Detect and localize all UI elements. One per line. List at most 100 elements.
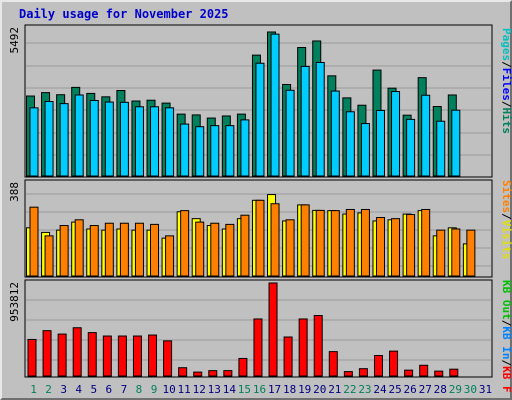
bar-sites-day-23 [360,208,370,277]
day-label: 8 [136,383,143,396]
bar-kbf-day-14 [223,370,233,377]
legend-part: KB F [500,366,512,393]
bar-kbf-day-17 [268,282,278,377]
day-label: 9 [151,383,158,396]
bar-files-day-27 [421,94,431,177]
bar-files-day-12 [195,126,205,177]
legend-part: Pages [500,28,512,61]
bar-kbf-day-12 [193,371,203,377]
legend-part: KB Out [500,280,512,320]
bar-files-day-22 [345,111,355,177]
bar-sites-day-17 [270,203,280,277]
bar-files-day-11 [180,123,190,177]
bar-files-day-25 [391,91,401,177]
bar-kbf-day-6 [102,335,112,377]
bar-sites-day-6 [104,222,114,277]
bar-files-day-4 [74,94,84,177]
day-label: 3 [60,383,67,396]
x-axis-day-labels: 1 2 3 4 5 6 7 8 9 10 11 12 13 14 15 16 17 18 19 20 21 22 23 24 2… [30,383,492,396]
bar-files-day-24 [375,109,385,177]
legend-part: Hits [500,108,512,135]
day-label: 10 [162,383,175,396]
bar-sites-day-15 [240,214,250,277]
bar-sites-day-3 [59,225,69,277]
bar-sites-day-10 [165,235,175,277]
bar-sites-day-16 [255,199,265,277]
day-label: 6 [106,383,113,396]
bar-sites-day-20 [315,209,325,277]
day-label: 20 [313,383,326,396]
bar-sites-day-27 [421,208,431,277]
day-label: 29 [449,383,462,396]
bar-kbf-day-3 [57,333,67,377]
legend-part: Files [500,68,512,101]
bar-files-day-1 [29,107,39,177]
bar-sites-day-14 [225,223,235,277]
bar-files-day-5 [89,99,99,177]
day-label: 12 [193,383,206,396]
legend-part: / [500,213,512,220]
day-label: 30 [464,383,477,396]
bar-sites-day-1 [29,206,39,277]
legend-visits-sites: Sites/Visits [500,180,512,260]
bar-kbf-day-29 [449,368,459,377]
bar-files-day-9 [150,106,160,177]
bar-kbf-day-15 [238,357,248,377]
bar-files-day-6 [104,101,114,177]
bar-sites-day-7 [119,222,129,277]
day-label: 1 [30,383,37,396]
legend-hits-files-pages: Pages/Files/Hits [500,28,512,134]
legend-part: KB In [500,326,512,359]
bar-kbf-day-25 [389,350,399,377]
bar-sites-day-18 [285,219,295,277]
bar-files-day-18 [285,89,295,177]
day-label: 4 [75,383,82,396]
bar-kbf-day-26 [404,369,414,377]
bar-kbf-day-16 [253,318,263,377]
day-label: 22 [343,383,356,396]
bar-files-day-14 [225,125,235,177]
bar-sites-day-12 [195,221,205,277]
legend-part: / [500,320,512,327]
bar-sites-day-29 [451,228,461,277]
day-label: 27 [419,383,432,396]
bar-files-day-7 [119,101,129,177]
bar-files-day-16 [255,62,265,177]
bar-sites-day-26 [406,214,416,277]
bar-files-day-17 [270,33,280,177]
bar-kbf-day-22 [343,371,353,377]
day-label: 16 [253,383,266,396]
bar-files-day-3 [59,103,69,177]
bar-kbf-day-21 [328,351,338,377]
bar-kbf-day-28 [434,370,444,377]
day-label: 31 [479,383,492,396]
legend-part: Visits [500,220,512,260]
bar-files-day-29 [451,109,461,177]
bar-kbf-day-24 [373,355,383,377]
bar-files-day-23 [360,123,370,177]
ytick-visits: 388 [8,182,21,202]
day-label: 19 [298,383,311,396]
bar-files-day-13 [210,125,220,177]
bar-sites-day-2 [44,235,54,277]
ytick-kbytes: 953812 [8,282,21,322]
bar-files-day-2 [44,101,54,177]
bar-sites-day-21 [330,210,340,277]
bar-kbf-day-7 [117,335,127,377]
bar-kbf-day-4 [72,327,82,377]
day-label: 7 [121,383,128,396]
day-label: 14 [223,383,237,396]
ytick-hits: 5492 [8,27,21,54]
day-label: 15 [238,383,251,396]
legend-kbytes: KB Out/KB In/KB F [500,280,512,393]
bar-kbf-day-5 [87,332,97,377]
day-label: 23 [358,383,371,396]
bar-kbf-day-1 [27,338,37,377]
day-label: 5 [90,383,97,396]
bar-kbf-day-2 [42,330,52,377]
bar-kbf-day-8 [132,335,142,377]
day-label: 17 [268,383,281,396]
bar-kbf-day-19 [298,318,308,377]
bar-kbf-day-18 [283,336,293,377]
bar-sites-day-11 [180,210,190,277]
